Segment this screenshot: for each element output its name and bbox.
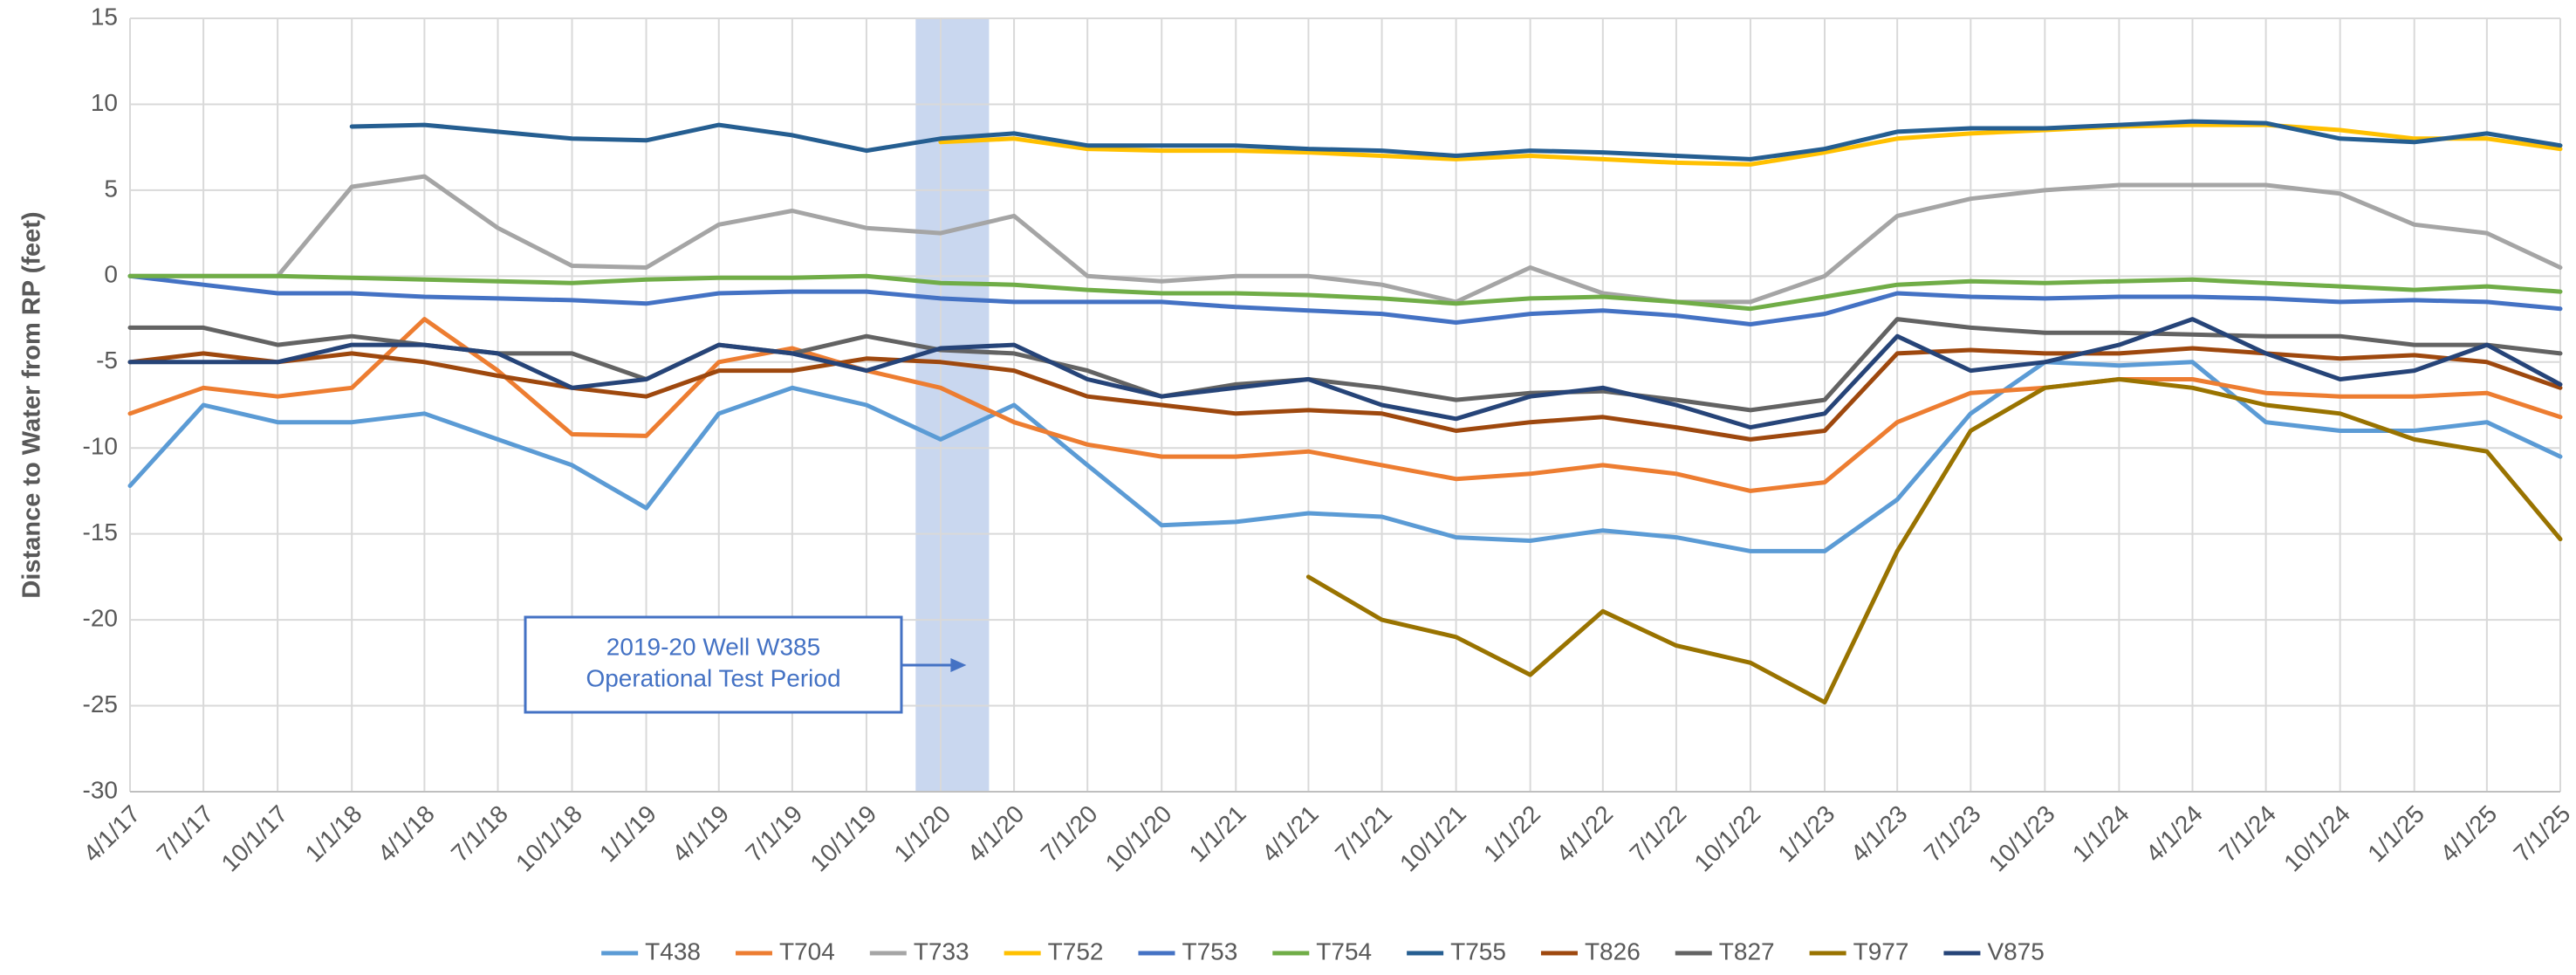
x-tick-label: 7/1/18 [446,800,513,868]
x-tick-label: 4/1/19 [667,800,734,868]
x-tick-label: 10/1/17 [216,800,293,877]
legend-label: T704 [779,937,835,965]
x-tick-label: 4/1/18 [373,800,440,868]
x-tick-label: 7/1/25 [2508,800,2575,868]
y-tick-label: -20 [83,605,118,632]
x-tick-label: 7/1/20 [1036,800,1103,868]
x-tick-label: 1/1/23 [1773,800,1840,868]
legend-label: T755 [1450,937,1506,965]
x-tick-label: 4/1/22 [1551,800,1618,868]
legend-label: T977 [1853,937,1909,965]
y-axis-title: Distance to Water from RP (feet) [18,211,46,598]
x-tick-label: 10/1/21 [1394,800,1471,877]
series-line [127,273,2563,326]
y-tick-label: -5 [96,347,118,374]
y-tick-label: -10 [83,433,118,460]
series-line [127,317,2563,430]
legend-label: T753 [1182,937,1237,965]
x-tick-label: 7/1/17 [152,800,219,868]
y-tick-label: 15 [91,3,118,30]
x-tick-label: 10/1/19 [805,800,881,877]
series-line [127,346,2563,442]
legend-label: T826 [1585,937,1641,965]
legend-label: V875 [1987,937,2044,965]
x-tick-label: 10/1/23 [1983,800,2060,877]
y-tick-label: 0 [104,261,118,288]
y-tick-label: -25 [83,690,118,718]
legend: T438 T704 T733 T752 T753 T754 T755 T826 T827 T977… [601,937,2045,965]
x-tick-label: 1/1/24 [2067,800,2134,868]
y-tick-label: 10 [91,89,118,116]
x-tick-label: 10/1/24 [2278,800,2355,877]
legend-label: T827 [1719,937,1775,965]
legend-label: T438 [645,937,701,965]
x-tick-label: 10/1/22 [1689,800,1765,877]
legend-label: T754 [1316,937,1372,965]
series-line [349,119,2563,161]
x-tick-label: 7/1/21 [1330,800,1397,868]
x-tick-label: 4/1/25 [2435,800,2502,868]
series-line [127,317,2563,493]
x-tick-label: 4/1/20 [963,800,1030,868]
series-line [127,360,2563,553]
x-tick-label: 1/1/22 [1478,800,1545,868]
annotation-text: 2019-20 Well W385 [606,633,820,660]
series-line [127,174,2563,305]
x-tick-label: 1/1/25 [2362,800,2429,868]
x-tick-label: 7/1/23 [1919,800,1986,868]
y-tick-label: -30 [83,776,118,803]
x-tick-label: 1/1/18 [300,800,367,868]
x-tick-label: 4/1/17 [78,800,145,868]
x-tick-label: 1/1/21 [1184,800,1251,868]
x-tick-label: 4/1/21 [1257,800,1324,868]
x-tick-label: 7/1/24 [2214,800,2281,868]
legend-label: T752 [1048,937,1104,965]
x-tick-label: 7/1/22 [1624,800,1691,868]
series-line [1305,377,2563,705]
x-tick-label: 4/1/24 [2141,800,2208,868]
x-tick-label: 7/1/19 [740,800,807,868]
annotation-arrowhead [950,658,967,672]
y-tick-label: -15 [83,518,118,546]
y-tick-label: 5 [104,175,118,202]
x-tick-label: 10/1/18 [510,800,587,877]
annotation-text: Operational Test Period [586,664,840,691]
x-tick-label: 1/1/20 [888,800,956,868]
x-tick-label: 4/1/23 [1846,800,1913,868]
annotation-box [524,615,903,714]
x-tick-label: 10/1/20 [1100,800,1177,877]
series-line [127,273,2563,312]
x-tick-label: 1/1/19 [594,800,661,868]
legend-label: T733 [914,937,969,965]
